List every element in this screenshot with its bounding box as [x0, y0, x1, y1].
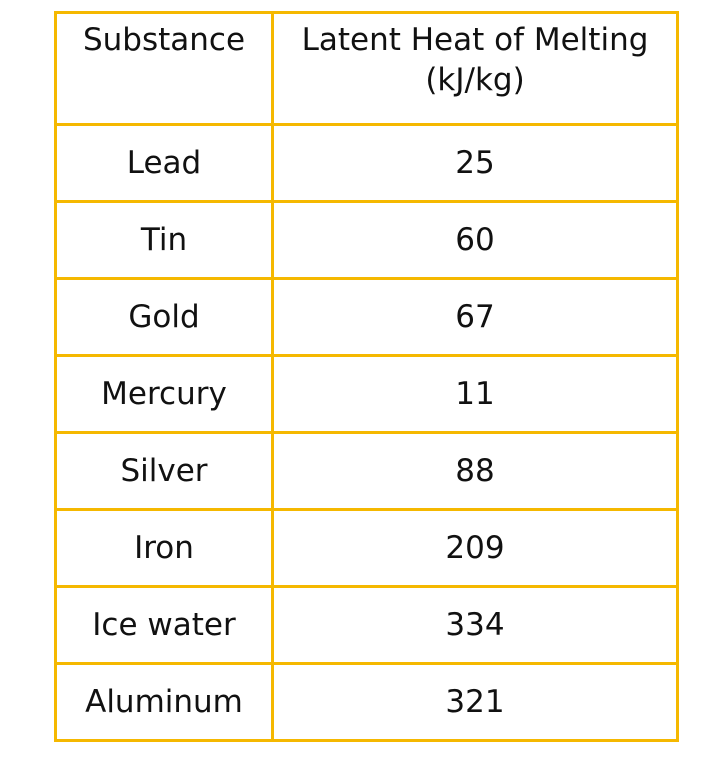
substance-cell: Silver — [54, 431, 274, 511]
latent-heat-table: Substance Latent Heat of Melting (kJ/kg)… — [54, 11, 679, 742]
table-row: Ice water 334 — [54, 585, 679, 665]
table-row: Gold 67 — [54, 277, 679, 357]
substance-cell: Iron — [54, 508, 274, 588]
value-cell: 209 — [271, 508, 679, 588]
header-latent-heat-unit: (kJ/kg) — [425, 62, 525, 98]
substance-cell: Tin — [54, 200, 274, 280]
header-latent-heat: Latent Heat of Melting (kJ/kg) — [271, 11, 679, 126]
table-row: Silver 88 — [54, 431, 679, 511]
header-latent-heat-title: Latent Heat of Melting — [301, 22, 649, 58]
table-header-row: Substance Latent Heat of Melting (kJ/kg) — [54, 11, 679, 126]
substance-cell: Lead — [54, 123, 274, 203]
value-cell: 60 — [271, 200, 679, 280]
table-row: Iron 209 — [54, 508, 679, 588]
table-row: Tin 60 — [54, 200, 679, 280]
substance-cell: Gold — [54, 277, 274, 357]
header-substance: Substance — [54, 11, 274, 126]
value-cell: 25 — [271, 123, 679, 203]
substance-cell: Ice water — [54, 585, 274, 665]
value-cell: 321 — [271, 662, 679, 742]
value-cell: 11 — [271, 354, 679, 434]
table-row: Aluminum 321 — [54, 662, 679, 742]
substance-cell: Mercury — [54, 354, 274, 434]
table-row: Lead 25 — [54, 123, 679, 203]
value-cell: 334 — [271, 585, 679, 665]
table-row: Mercury 11 — [54, 354, 679, 434]
substance-cell: Aluminum — [54, 662, 274, 742]
value-cell: 67 — [271, 277, 679, 357]
value-cell: 88 — [271, 431, 679, 511]
